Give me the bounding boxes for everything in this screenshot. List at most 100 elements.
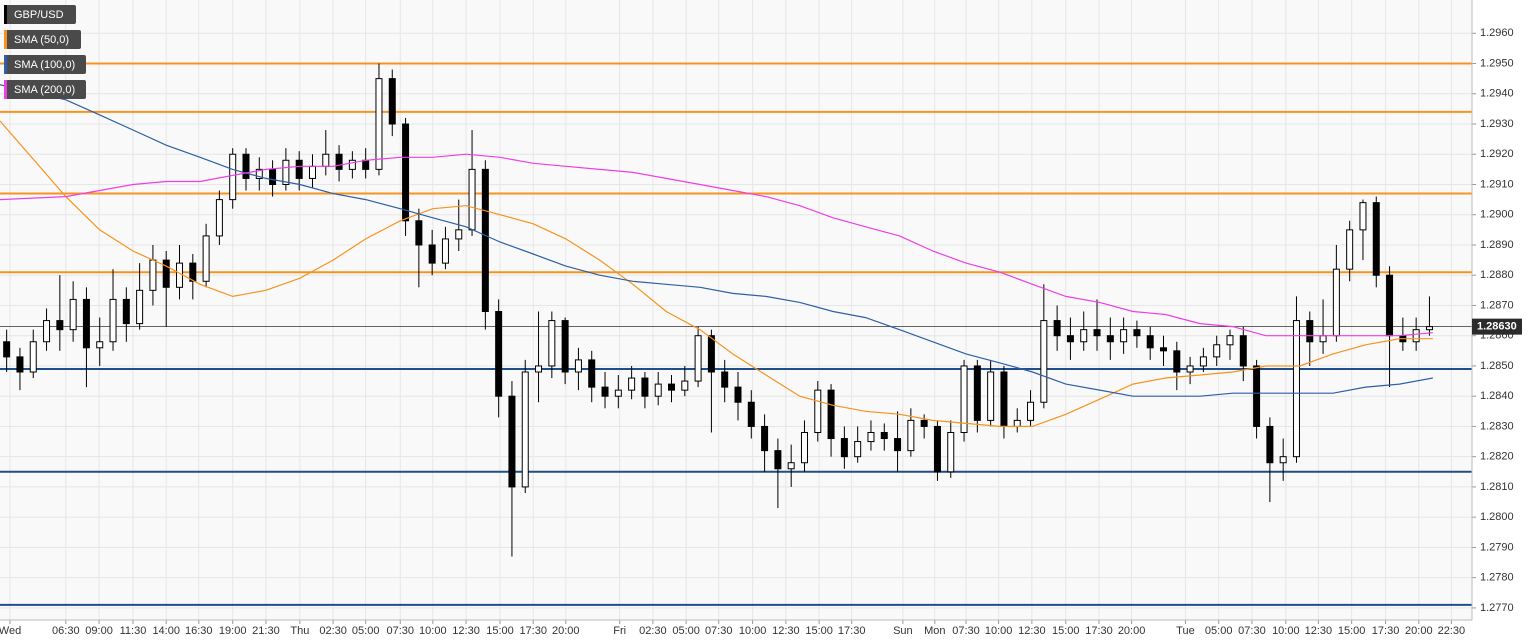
- y-tick-label: 1.2940: [1480, 88, 1514, 100]
- candle-body: [1306, 320, 1314, 343]
- candle-body: [162, 259, 170, 288]
- candle-body: [987, 371, 995, 421]
- levels: [0, 62, 1472, 606]
- x-tick-label: 12:30: [452, 625, 480, 637]
- candle-body: [561, 320, 569, 373]
- candle-body: [1359, 202, 1367, 231]
- x-tick-label: 05:00: [1205, 625, 1233, 637]
- x-tick-label: 12:30: [1305, 625, 1333, 637]
- candle-body: [614, 389, 622, 397]
- candle-body: [867, 431, 875, 443]
- legend-label: SMA (50,0): [14, 34, 69, 46]
- legend-swatch: [4, 80, 7, 99]
- candle-body: [1120, 329, 1128, 343]
- candle-body: [82, 298, 90, 349]
- candle-body: [189, 262, 197, 282]
- candle-body: [774, 450, 782, 470]
- candle-body: [827, 389, 835, 440]
- candle-body: [747, 401, 755, 427]
- y-tick-label: 1.2770: [1480, 602, 1514, 614]
- x-tick-label: Mon: [924, 625, 945, 637]
- candle-body: [787, 462, 795, 470]
- x-tick-label: 10:00: [739, 625, 767, 637]
- candle-body: [1093, 329, 1101, 337]
- x-tick-label: 07:30: [952, 625, 980, 637]
- x-tick-label: 10:00: [1272, 625, 1300, 637]
- y-tick-label: 1.2870: [1480, 299, 1514, 311]
- candle-body: [628, 377, 636, 391]
- candle-body: [721, 371, 729, 388]
- x-tick-label: 09:00: [85, 625, 113, 637]
- x-tick-label: 07:30: [1238, 625, 1266, 637]
- x-tick-label: Sun: [893, 625, 913, 637]
- y-tick-label: 1.2800: [1480, 511, 1514, 523]
- candle-body: [202, 235, 210, 282]
- candle-body: [136, 289, 144, 325]
- candle-body: [455, 229, 463, 240]
- candle-body: [1412, 329, 1420, 343]
- candle-body: [388, 78, 396, 125]
- candle-body: [1080, 329, 1088, 343]
- candle-body: [176, 262, 184, 288]
- candle-body: [1146, 335, 1154, 349]
- candle-body: [1173, 350, 1181, 373]
- candle-body: [668, 383, 676, 391]
- x-tick-label: 12:30: [1018, 625, 1046, 637]
- candle-body: [1066, 335, 1074, 343]
- x-tick-label: 17:30: [838, 625, 866, 637]
- candle-body: [43, 320, 51, 343]
- candle-body: [16, 356, 24, 373]
- candle-body: [348, 159, 356, 170]
- candle-body: [814, 389, 822, 433]
- legend-label: GBP/USD: [14, 9, 64, 21]
- sma-line: [0, 120, 1433, 427]
- candle-body: [1160, 347, 1168, 352]
- x-tick-label: 17:30: [1372, 625, 1400, 637]
- candle-body: [269, 168, 277, 185]
- candle-body: [1040, 320, 1048, 403]
- candle-body: [601, 386, 609, 397]
- candle-body: [920, 419, 928, 427]
- candle-body: [308, 165, 316, 179]
- candle-body: [894, 438, 902, 452]
- last-price-box: [1472, 318, 1522, 335]
- candle-body: [1346, 229, 1354, 270]
- y-tick-label: 1.2810: [1480, 481, 1514, 493]
- x-tick-label: 15:00: [1052, 625, 1080, 637]
- candle-body: [255, 168, 263, 179]
- x-tick-label: 20:00: [1405, 625, 1433, 637]
- sma-line: [0, 153, 1433, 337]
- x-tick-label: 17:30: [1085, 625, 1113, 637]
- x-tick-label: 05:00: [672, 625, 700, 637]
- candle-body: [428, 244, 436, 264]
- candle-body: [1226, 335, 1234, 346]
- legend-swatch: [4, 55, 7, 74]
- x-tick-label: 15:00: [805, 625, 833, 637]
- legend-box: [4, 80, 86, 99]
- x-tick-label: 14:00: [152, 625, 180, 637]
- candle-body: [1133, 329, 1141, 337]
- candle-body: [933, 425, 941, 473]
- candle-body: [295, 159, 303, 179]
- x-tick-label: 10:00: [985, 625, 1013, 637]
- candle-body: [495, 311, 503, 397]
- candle-body: [335, 153, 343, 170]
- candle-body: [694, 335, 702, 382]
- candle-body: [375, 78, 383, 170]
- y-tick-label: 1.2830: [1480, 420, 1514, 432]
- candle-body: [322, 153, 330, 167]
- candles: [3, 63, 1433, 557]
- y-tick-label: 1.2930: [1480, 118, 1514, 130]
- candle-body: [1239, 335, 1247, 367]
- candle-body: [734, 386, 742, 403]
- candle-body: [1000, 371, 1008, 427]
- candle-body: [1425, 326, 1433, 331]
- candle-body: [282, 159, 290, 185]
- x-tick-label: 20:00: [552, 625, 580, 637]
- candle-body: [1332, 268, 1340, 337]
- legend-swatch: [4, 5, 7, 24]
- y-tick-label: 1.2910: [1480, 178, 1514, 190]
- x-tick-label: 02:30: [319, 625, 347, 637]
